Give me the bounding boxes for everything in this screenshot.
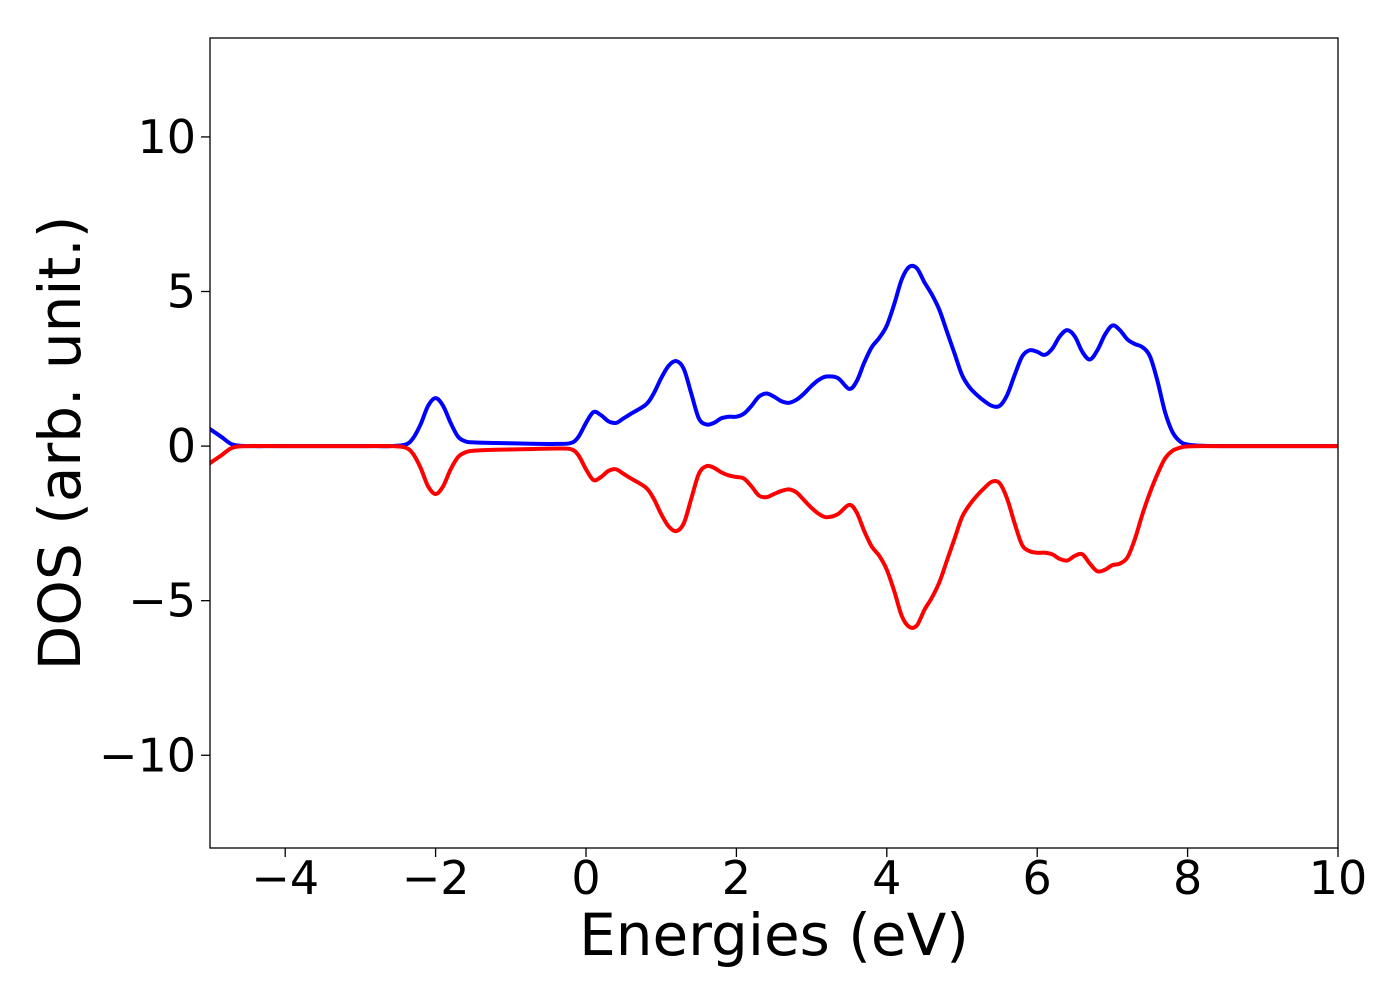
y-tick-label: 5 <box>167 265 196 319</box>
y-tick-label: 0 <box>167 419 196 473</box>
x-tick-label: 4 <box>872 851 901 905</box>
x-tick-label: 2 <box>722 851 751 905</box>
x-tick-label: 8 <box>1173 851 1202 905</box>
y-axis-label: DOS (arb. unit.) <box>26 216 94 671</box>
x-tick-label: −2 <box>402 851 470 905</box>
dos-negative-line <box>210 443 1338 630</box>
y-axis: −10 −5 0 5 10 <box>99 110 210 782</box>
x-tick-label: −4 <box>251 851 319 905</box>
axes-frame <box>209 37 1339 849</box>
dos-positive-line <box>210 263 1338 449</box>
y-tick-label: 10 <box>137 110 196 164</box>
x-tick-label: 10 <box>1309 851 1368 905</box>
x-axis-label: Energies (eV) <box>579 901 969 969</box>
y-tick-label: −10 <box>99 728 196 782</box>
x-axis: −4 −2 0 2 4 6 8 10 <box>251 848 1367 905</box>
plot-area <box>210 263 1338 630</box>
x-tick-label: 6 <box>1023 851 1052 905</box>
y-tick-label: −5 <box>128 574 196 628</box>
x-tick-label: 0 <box>571 851 600 905</box>
